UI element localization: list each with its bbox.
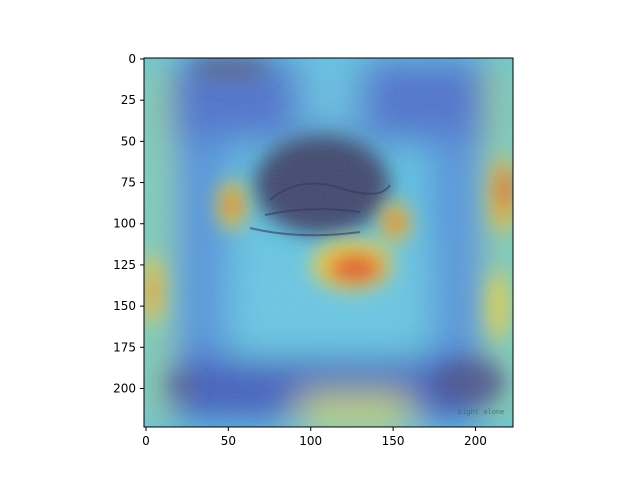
- heatmap-image: Eight alone: [144, 58, 513, 427]
- y-tick-label: 75: [121, 176, 136, 190]
- x-tick-label: 150: [382, 434, 405, 448]
- y-tick-label: 150: [113, 299, 136, 313]
- x-tick-label: 0: [142, 434, 150, 448]
- y-tick-label: 125: [113, 258, 136, 272]
- watermark-text: Eight alone: [458, 408, 504, 416]
- x-tick-label: 50: [221, 434, 236, 448]
- y-tick-label: 100: [113, 217, 136, 231]
- y-tick-label: 0: [128, 52, 136, 66]
- plot-frame: [143, 57, 514, 428]
- x-tick-label: 100: [299, 434, 322, 448]
- y-tick-label: 50: [121, 134, 136, 148]
- y-tick-label: 200: [113, 381, 136, 395]
- y-tick-label: 25: [121, 93, 136, 107]
- y-axis: 0 25 50 75 100 125 150 175 200: [113, 52, 144, 395]
- x-axis: 0 50 100 150 200: [142, 427, 487, 448]
- y-tick-label: 175: [113, 340, 136, 354]
- x-tick-label: 200: [464, 434, 487, 448]
